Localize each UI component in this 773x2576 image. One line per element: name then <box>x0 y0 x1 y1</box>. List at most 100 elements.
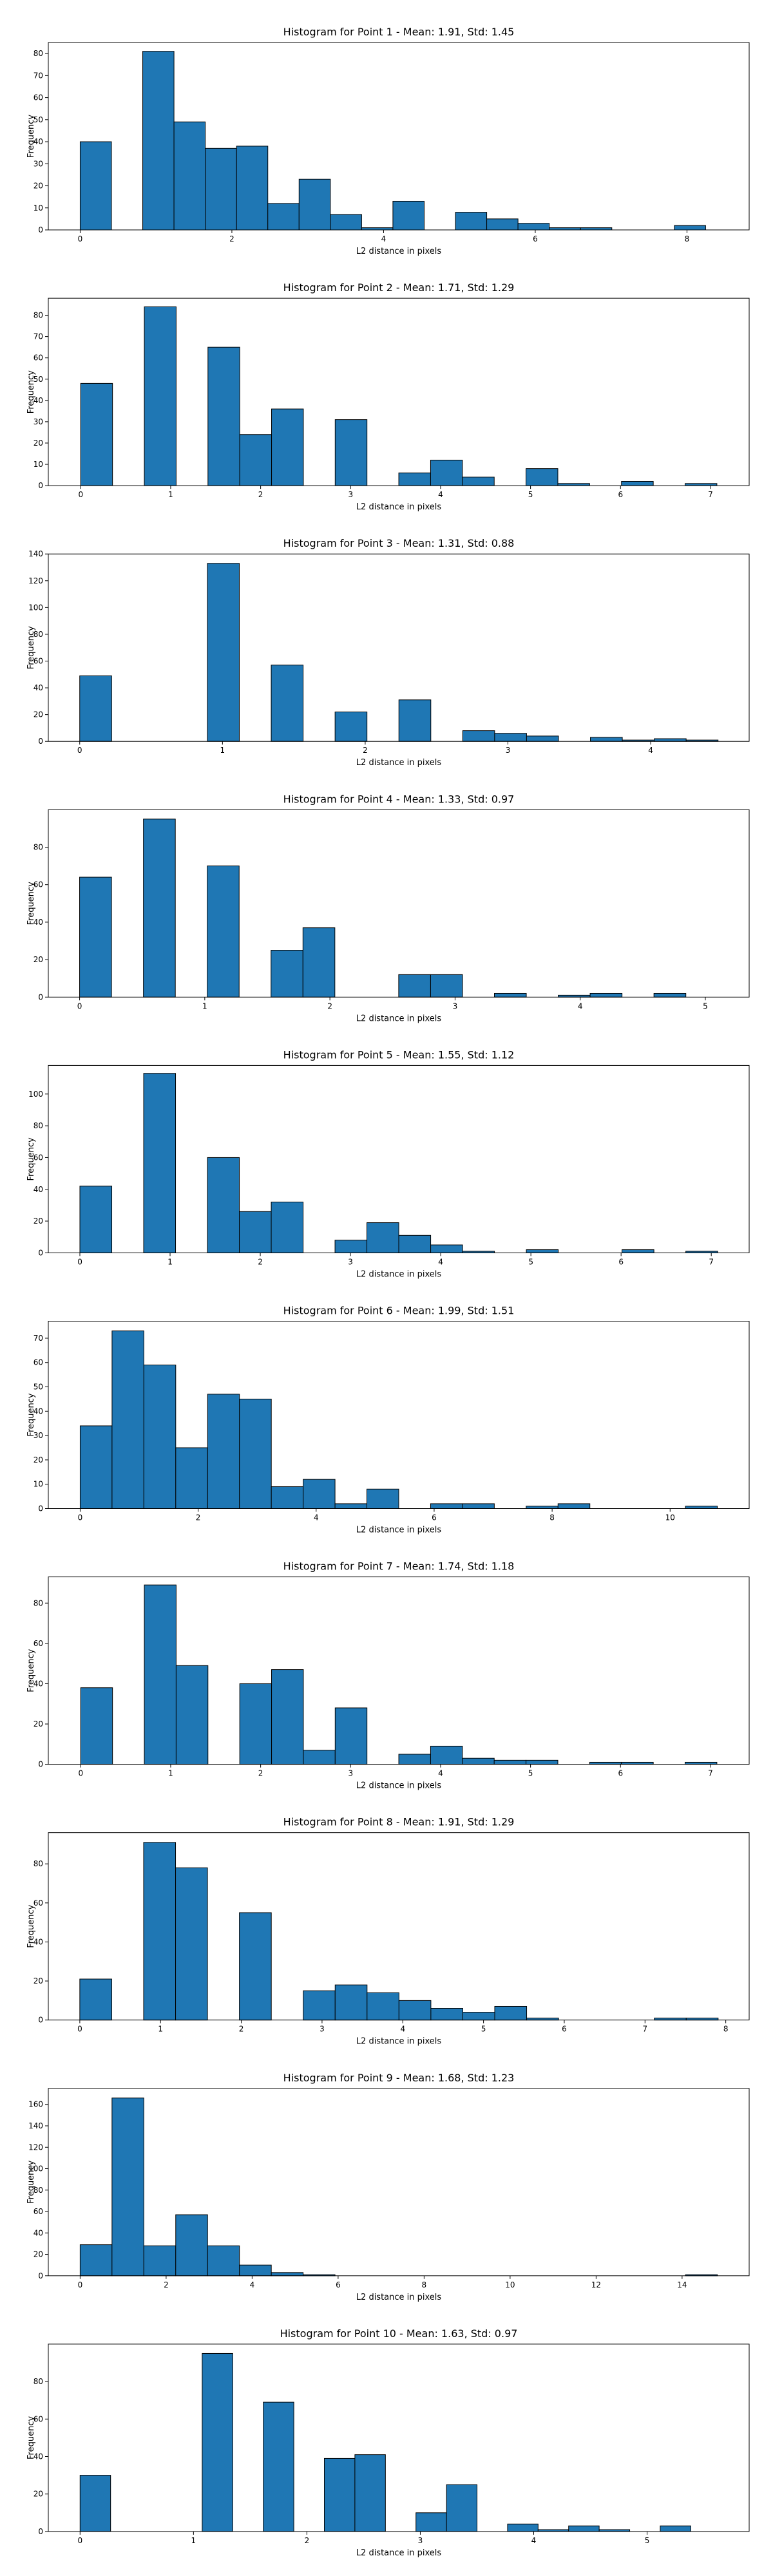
histogram-bar <box>330 214 362 231</box>
x-tick-label: 2 <box>363 746 368 755</box>
histogram-bar <box>398 472 431 486</box>
histogram-bar <box>446 2484 478 2532</box>
x-tick-label: 6 <box>618 1769 623 1778</box>
y-tick-label: 80 <box>33 311 43 320</box>
x-tick-label: 2 <box>239 2025 244 2034</box>
y-axis-label: Frequency <box>26 1393 36 1436</box>
histogram-bar <box>517 223 550 231</box>
x-tick-label: 5 <box>645 2536 650 2545</box>
y-tick-label: 0 <box>38 1504 43 1513</box>
histogram-bar <box>303 1750 336 1765</box>
x-tick-label: 3 <box>418 2536 423 2545</box>
histogram-bar <box>207 346 240 486</box>
x-tick-label: 7 <box>642 2025 647 2034</box>
histogram-bar <box>654 738 687 742</box>
histogram-bar <box>334 1984 368 2021</box>
histogram-bar <box>143 1842 177 2021</box>
y-tick-label: 40 <box>33 137 43 146</box>
x-tick-label: 4 <box>400 2025 405 2034</box>
x-tick-label: 2 <box>258 1769 263 1778</box>
histogram-bar <box>361 227 394 231</box>
histogram-bar <box>271 408 304 486</box>
histogram-bar <box>590 737 623 742</box>
histogram-bar <box>415 2512 447 2532</box>
histogram-bar <box>334 419 368 486</box>
x-tick-label: 1 <box>168 1769 173 1778</box>
x-tick-label: 7 <box>709 1257 714 1266</box>
x-axis-label: L2 distance in pixels <box>356 2037 442 2047</box>
y-tick-label: 40 <box>33 918 43 927</box>
histogram-bar <box>398 1235 432 1253</box>
x-tick-label: 1 <box>191 2536 196 2545</box>
y-tick-label: 60 <box>33 1899 43 1908</box>
chart-title: Histogram for Point 5 - Mean: 1.55, Std:… <box>283 1048 515 1061</box>
histogram-bar <box>143 2245 177 2277</box>
histogram-panel-1: Histogram for Point 1 - Mean: 1.91, Std:… <box>26 26 750 256</box>
x-tick-label: 4 <box>438 490 443 499</box>
x-tick-label: 4 <box>250 2280 255 2289</box>
histogram-bar <box>239 434 272 486</box>
histogram-panel-2: Histogram for Point 2 - Mean: 1.71, Std:… <box>26 281 750 512</box>
histogram-bar <box>271 1201 304 1253</box>
histogram-bar <box>207 563 240 742</box>
histogram-bar <box>486 218 519 231</box>
x-tick-label: 2 <box>305 2536 310 2545</box>
histogram-bar <box>526 1249 559 1253</box>
y-tick-label: 60 <box>33 2207 43 2216</box>
y-tick-label: 20 <box>33 1455 43 1464</box>
axes-frame <box>48 1065 750 1253</box>
x-tick-label: 1 <box>202 1001 207 1010</box>
y-tick-label: 40 <box>33 2452 43 2461</box>
histogram-bar <box>334 711 368 742</box>
histogram-bar <box>79 141 112 231</box>
y-tick-label: 20 <box>33 1719 43 1728</box>
histogram-bar <box>207 1157 240 1253</box>
histogram-bar <box>354 2454 386 2532</box>
histogram-bar <box>462 2012 495 2021</box>
histogram-bar <box>271 665 304 742</box>
histogram-bar <box>462 477 495 486</box>
y-tick-label: 30 <box>33 1431 43 1440</box>
histogram-bar <box>398 1754 431 1765</box>
x-axis-label: L2 distance in pixels <box>356 1781 442 1791</box>
y-tick-label: 50 <box>33 375 43 384</box>
y-tick-label: 80 <box>33 843 43 852</box>
histogram-bar <box>302 927 336 998</box>
histogram-bar <box>111 2098 144 2277</box>
histogram-bar <box>271 950 303 998</box>
x-tick-label: 7 <box>708 490 713 499</box>
histogram-bar <box>621 480 654 486</box>
histogram-bar <box>175 2214 208 2277</box>
y-tick-label: 140 <box>28 549 43 558</box>
x-axis-label: L2 distance in pixels <box>356 2293 442 2302</box>
histogram-bar <box>207 2245 240 2277</box>
y-tick-label: 40 <box>33 1679 43 1688</box>
y-tick-label: 40 <box>33 1406 43 1416</box>
x-tick-label: 2 <box>229 234 234 243</box>
x-tick-label: 0 <box>78 2280 83 2289</box>
y-tick-label: 40 <box>33 1937 43 1946</box>
y-tick-label: 120 <box>28 2143 43 2152</box>
histogram-bar <box>239 1398 272 1509</box>
y-tick-label: 60 <box>33 1153 43 1162</box>
chart-title: Histogram for Point 1 - Mean: 1.91, Std:… <box>283 26 515 38</box>
histogram-bar <box>143 1365 177 1510</box>
x-tick-label: 8 <box>422 2280 427 2289</box>
histogram-bar <box>494 2005 528 2021</box>
axes-frame <box>48 2088 750 2277</box>
histogram-bar <box>324 2458 356 2532</box>
histogram-bar <box>239 1912 272 2021</box>
histogram-bar <box>334 1707 368 1765</box>
histogram-bar <box>526 1759 558 1765</box>
x-axis-label: L2 distance in pixels <box>356 502 442 512</box>
histogram-bar <box>367 1992 399 2021</box>
y-tick-label: 100 <box>28 2164 43 2174</box>
y-tick-label: 60 <box>33 656 43 665</box>
histogram-bar <box>462 1757 495 1765</box>
y-tick-label: 20 <box>33 1217 43 1226</box>
y-tick-label: 20 <box>33 710 43 719</box>
y-tick-label: 50 <box>33 115 43 124</box>
histogram-bar <box>430 1745 463 1765</box>
histogram-bar <box>143 1073 177 1253</box>
x-tick-label: 0 <box>77 1001 82 1010</box>
